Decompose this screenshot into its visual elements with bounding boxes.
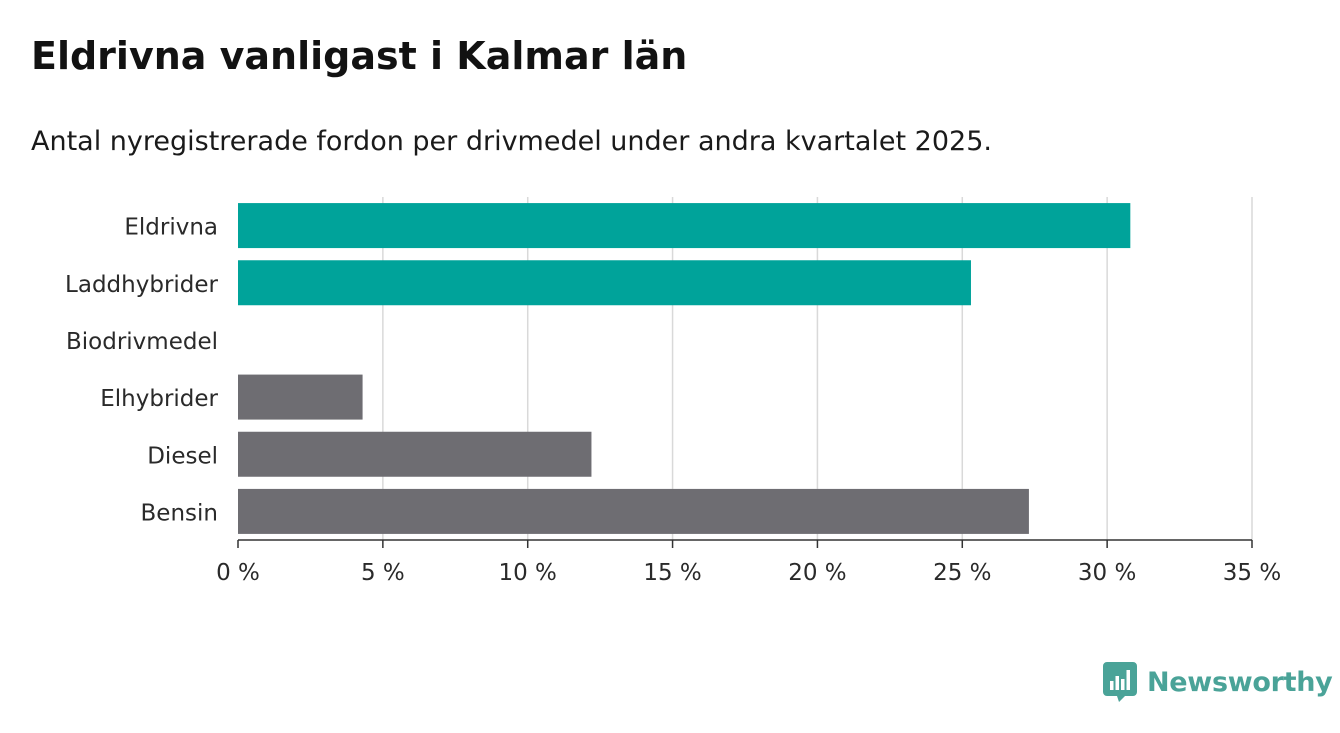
x-tick-label: 10 % xyxy=(498,560,556,586)
bar-laddhybrider xyxy=(238,260,971,306)
category-label: Diesel xyxy=(147,443,218,469)
category-label: Bensin xyxy=(141,500,218,526)
bar-elhybrider xyxy=(238,374,363,420)
x-axis: 0 % 5 % 10 % 15 % 20 % 25 % 30 % 35 % xyxy=(216,539,1281,586)
bar-bensin xyxy=(238,488,1029,534)
category-label: Biodrivmedel xyxy=(66,329,218,355)
bars xyxy=(238,203,1131,534)
chart-subtitle: Antal nyregistrerade fordon per drivmede… xyxy=(31,126,992,157)
x-tick-label: 5 % xyxy=(361,560,405,586)
x-tick-label: 15 % xyxy=(643,560,701,586)
x-tick-label: 25 % xyxy=(933,560,991,586)
brand-logo: Newsworthy xyxy=(1103,662,1333,702)
newsworthy-logo-icon xyxy=(1103,662,1137,702)
bar-diesel xyxy=(238,431,592,477)
x-tick-label: 0 % xyxy=(216,560,260,586)
x-tick-label: 30 % xyxy=(1078,560,1136,586)
category-label: Laddhybrider xyxy=(65,272,218,298)
category-label: Eldrivna xyxy=(124,215,218,241)
bar-eldrivna xyxy=(238,203,1131,249)
x-tick-label: 35 % xyxy=(1223,560,1281,586)
x-tick-label: 20 % xyxy=(788,560,846,586)
brand-name: Newsworthy xyxy=(1147,666,1333,698)
chart-title: Eldrivna vanligast i Kalmar län xyxy=(31,34,688,78)
category-labels: Eldrivna Laddhybrider Biodrivmedel Elhybrid… xyxy=(65,215,218,527)
grid-lines xyxy=(382,197,1253,540)
category-label: Elhybrider xyxy=(100,386,218,412)
